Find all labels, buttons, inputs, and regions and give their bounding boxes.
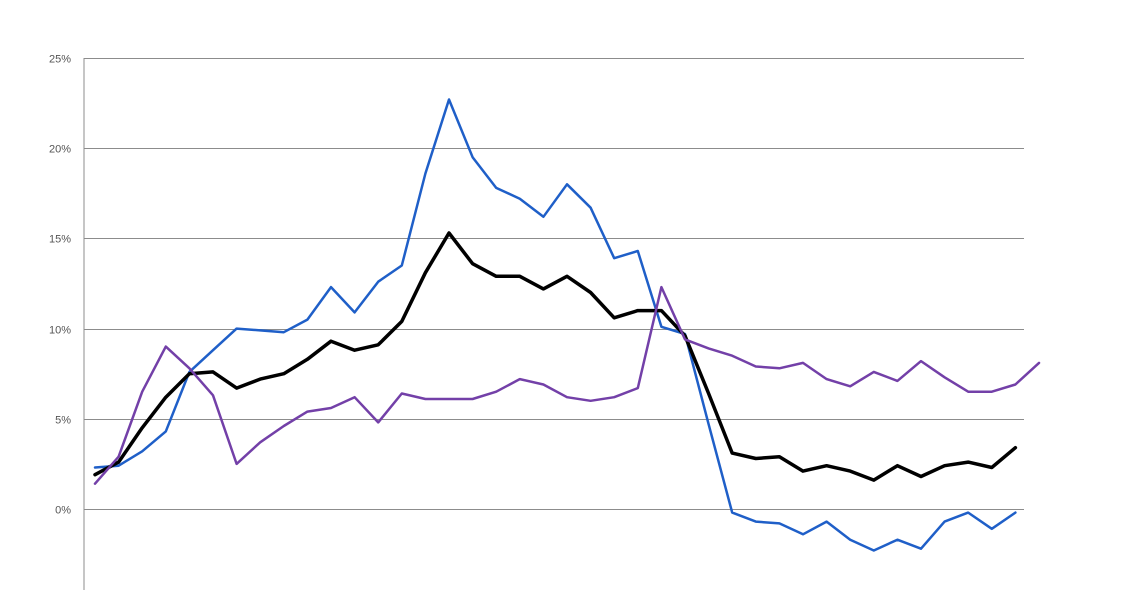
- y-tick-label: 0%: [55, 505, 71, 517]
- y-tick-labels: 25% 20% 15% 10% 5% 0%: [49, 54, 71, 517]
- series-lines: [93, 98, 1041, 552]
- series-line-1: [93, 98, 1017, 552]
- series-line-2: [93, 231, 1018, 482]
- y-tick-label: 15%: [49, 234, 71, 246]
- series-line-3: [93, 285, 1041, 485]
- y-tick-label: 20%: [49, 144, 71, 156]
- y-tick-label: 5%: [55, 415, 71, 427]
- y-tick-label: 25%: [49, 54, 71, 66]
- y-tick-label: 10%: [49, 325, 71, 337]
